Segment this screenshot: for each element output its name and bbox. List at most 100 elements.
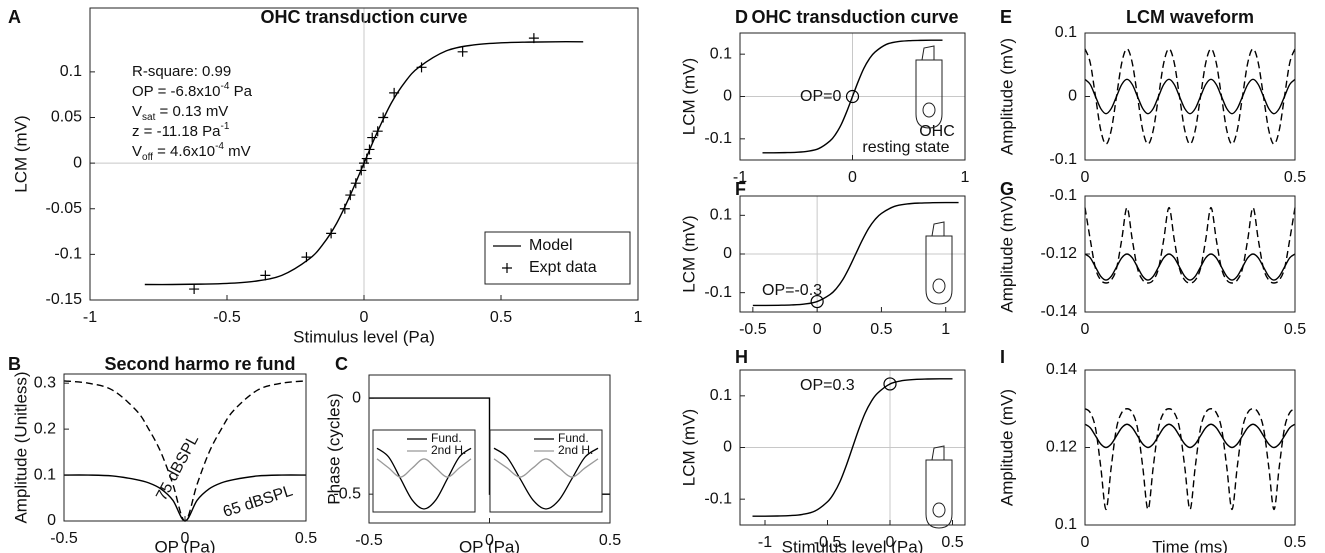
data-point — [260, 270, 271, 281]
data-line — [762, 39, 943, 154]
annotation-part: Pa — [229, 83, 252, 100]
x-axis-label: OP (Pa) — [154, 537, 215, 553]
y-axis-label: Amplitude (Unitless) — [11, 371, 30, 523]
data-point — [364, 144, 375, 155]
y-tick-label: 0 — [73, 154, 82, 171]
y-tick-label: -0.1 — [54, 246, 82, 263]
annotation: OP = -6.8x10-4 Pa — [132, 81, 253, 100]
panel-letter: A — [8, 7, 21, 27]
legend-box — [484, 231, 631, 285]
x-tick-label: 0.5 — [490, 309, 512, 326]
data-line — [752, 378, 953, 517]
cell-bundle — [931, 445, 945, 461]
legend-label: Expt data — [529, 259, 597, 276]
x-tick-label: 1 — [941, 321, 950, 338]
annotation: R-square: 0.99 — [132, 63, 231, 80]
plot-frame — [368, 374, 611, 524]
cell-nucleus — [932, 278, 946, 294]
annotation-part: z = -11.18 Pa — [132, 123, 221, 140]
data-point — [457, 46, 468, 57]
panel-letter: F — [735, 179, 746, 199]
x-tick-label: 0 — [813, 321, 822, 338]
legend-label: Model — [529, 237, 573, 254]
data-line — [1084, 423, 1296, 449]
y-tick-label: 0.3 — [34, 374, 56, 391]
panel-letter: B — [8, 354, 21, 374]
data-point — [361, 153, 372, 164]
y-tick-label: 0 — [723, 439, 732, 456]
y-axis-label: Phase (cycles) — [324, 393, 343, 504]
y-tick-label: 0 — [352, 389, 361, 406]
x-tick-label: -0.5 — [739, 321, 767, 338]
x-tick-label: -1 — [83, 309, 97, 326]
x-tick-label: -1 — [733, 169, 747, 186]
y-tick-label: -0.1 — [704, 490, 732, 507]
x-tick-label: 0.5 — [1284, 534, 1306, 551]
x-tick-label: 0 — [886, 534, 895, 551]
x-tick-label: 0.5 — [599, 532, 621, 549]
y-tick-label: 0 — [1068, 88, 1077, 105]
annotation: OHC — [919, 123, 955, 140]
annotation-part: V — [132, 143, 142, 160]
cell-bundle — [921, 45, 935, 61]
annotation: resting state — [862, 139, 949, 156]
x-axis-label: Time (ms) — [1152, 537, 1228, 553]
inset-legend-label: 2nd H. — [431, 443, 466, 457]
x-tick-label: 0.5 — [1284, 169, 1306, 186]
x-axis-label: Stimulus level (Pa) — [782, 537, 924, 553]
cell-bundle — [931, 221, 945, 237]
data-point — [810, 294, 824, 309]
panel-title: LCM waveform — [1126, 7, 1254, 27]
data-point — [339, 203, 350, 214]
x-tick-label: 0 — [181, 530, 190, 547]
plot-frame — [739, 32, 966, 161]
cell-outline — [915, 59, 943, 129]
annotation: OP=0 — [800, 88, 841, 105]
panel-letter: D — [735, 7, 748, 27]
y-tick-label: -0.15 — [46, 291, 83, 308]
inset-line — [376, 447, 472, 510]
annotation: z = -11.18 Pa-1 — [132, 121, 230, 140]
y-tick-label: 0.2 — [34, 420, 56, 437]
plot-frame — [89, 7, 639, 301]
plot-frame — [63, 373, 307, 522]
data-point — [416, 62, 427, 73]
inset-line — [493, 447, 599, 510]
y-tick-label: 0.14 — [1046, 361, 1077, 378]
y-tick-label: 0.12 — [1046, 439, 1077, 456]
x-axis-label: Stimulus level (Pa) — [293, 327, 435, 346]
inset-frame — [489, 429, 603, 513]
data-line — [1084, 48, 1296, 145]
y-tick-label: -0.1 — [704, 284, 732, 301]
y-axis-label: Amplitude (mV) — [997, 389, 1016, 506]
data-point — [367, 132, 378, 143]
y-tick-label: 0.1 — [1055, 516, 1077, 533]
data-line — [752, 201, 959, 307]
inset-legend-label: Fund. — [431, 431, 462, 445]
x-tick-label: 0 — [1081, 534, 1090, 551]
inset-line — [376, 458, 472, 478]
annotation-sup: -4 — [221, 81, 230, 92]
plot-frame — [739, 195, 966, 313]
y-tick-label: 0 — [723, 88, 732, 105]
y-tick-label: 0 — [723, 245, 732, 262]
panel-letter: G — [1000, 179, 1014, 199]
panel-letter: E — [1000, 7, 1012, 27]
data-point — [189, 284, 200, 295]
inset-legend-label: Fund. — [558, 431, 589, 445]
data-point — [883, 377, 897, 391]
legend-swatch — [502, 263, 512, 273]
annotation-part: R-square: 0.99 — [132, 63, 231, 80]
data-line — [1084, 206, 1296, 284]
plot-frame — [739, 369, 966, 526]
x-tick-label: 0.5 — [1284, 321, 1306, 338]
data-point — [845, 89, 860, 104]
y-axis-label: LCM (mV) — [679, 58, 698, 135]
data-point — [356, 165, 367, 176]
annotation-sup: -1 — [221, 121, 230, 132]
y-tick-label: -0.05 — [46, 200, 83, 217]
inset-frame — [372, 429, 476, 513]
x-tick-label: 0.5 — [295, 530, 317, 547]
x-tick-label: 0 — [360, 309, 369, 326]
inset-legend-label: 2nd H. — [558, 443, 593, 457]
